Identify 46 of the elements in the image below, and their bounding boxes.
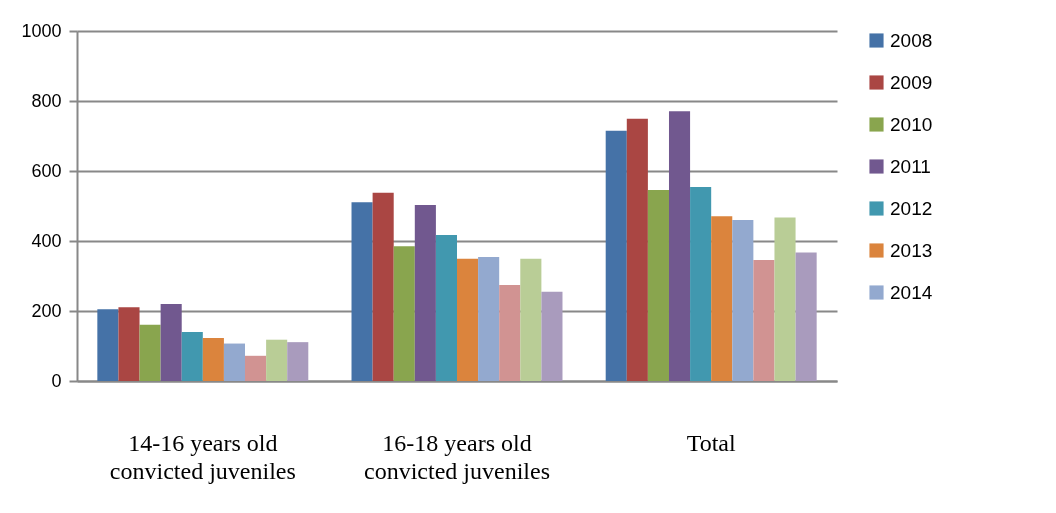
- legend-label: 2011: [890, 155, 931, 177]
- bar: [139, 324, 161, 381]
- bar: [690, 187, 712, 381]
- bar: [647, 189, 669, 381]
- legend-label: 2012: [890, 197, 933, 219]
- bar: [435, 235, 457, 381]
- bar: [223, 343, 246, 381]
- legend-label: 2010: [890, 113, 933, 135]
- bar: [795, 252, 817, 381]
- bar: [520, 258, 542, 381]
- bar: [541, 291, 563, 381]
- y-tick-label: 1000: [21, 20, 62, 41]
- bar: [711, 216, 733, 381]
- x-tick-label: 16-18 years old convicted juveniles: [364, 429, 550, 484]
- bar: [457, 258, 479, 381]
- bar: [202, 337, 224, 381]
- bar: [266, 339, 288, 381]
- legend-label: 2014: [890, 281, 933, 303]
- y-tick-label: 600: [31, 160, 62, 181]
- y-tick-label: 200: [31, 300, 62, 321]
- bar: [668, 111, 691, 381]
- y-tick-label: 400: [31, 230, 62, 251]
- bar: [732, 220, 754, 381]
- bar: [351, 202, 373, 381]
- bar: [118, 307, 140, 381]
- legend-label: 2013: [890, 239, 933, 261]
- bar: [478, 257, 500, 381]
- bar: [753, 259, 775, 381]
- bar: [774, 217, 796, 381]
- y-tick-label: 800: [31, 90, 62, 111]
- legend-label: 2008: [890, 29, 933, 51]
- legend-label: 2009: [890, 71, 933, 93]
- bar: [414, 204, 436, 381]
- bar: [245, 355, 267, 381]
- y-tick-label: 0: [51, 370, 62, 391]
- bar: [372, 192, 394, 381]
- x-tick-label: 14-16 years old convicted juveniles: [109, 429, 296, 484]
- bar: [605, 130, 627, 381]
- x-tick-label: Total: [686, 429, 736, 456]
- bar: [393, 246, 415, 381]
- bar: [97, 309, 119, 381]
- bar: [499, 285, 521, 381]
- bar: [287, 342, 309, 381]
- bar: [626, 118, 648, 381]
- bar: [181, 332, 203, 381]
- bar: [160, 304, 182, 381]
